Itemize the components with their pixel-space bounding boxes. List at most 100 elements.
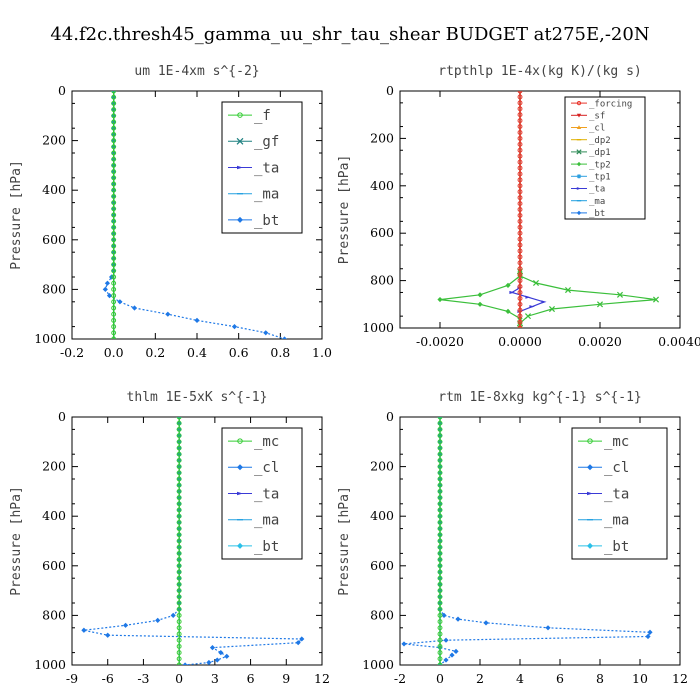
legend-marker — [237, 491, 243, 496]
data-point — [111, 330, 117, 336]
x-tick-label: -9 — [66, 671, 78, 686]
data-point — [176, 464, 182, 470]
y-tick-label: 1000 — [362, 320, 394, 335]
data-point — [517, 207, 523, 212]
data-point — [477, 292, 483, 298]
legend-entry: _ma — [604, 513, 629, 529]
chart-panel-2: rtpthlp 1E-4x(kg K)/(kg s) Pressure [hPa]… — [337, 64, 700, 349]
data-point — [505, 282, 511, 288]
legend-entry: _dp1 — [589, 148, 611, 158]
data-point — [111, 107, 117, 113]
data-point — [437, 606, 443, 612]
series-line — [519, 271, 657, 328]
data-point — [616, 291, 624, 298]
data-point — [224, 653, 230, 659]
data-point — [517, 218, 523, 224]
data-point — [111, 268, 117, 274]
data-point — [483, 620, 489, 626]
data-point — [176, 588, 182, 594]
data-point — [517, 260, 523, 266]
y-axis-label: Pressure [hPa] — [9, 160, 24, 270]
data-point — [517, 266, 523, 272]
legend-entry: _ta — [589, 185, 605, 195]
data-point — [517, 177, 523, 183]
chart-panel-1: um 1E-4xm s^{-2} Pressure [hPa] 0 200 400 600… — [9, 64, 332, 360]
legend-entry: _tp1 — [589, 172, 611, 182]
series-layer — [401, 417, 653, 665]
data-point — [176, 544, 182, 550]
data-point — [176, 643, 182, 649]
x-tick-label: 0.0 — [104, 345, 124, 360]
y-tick-label: 400 — [42, 182, 66, 197]
legend-entry: _gf — [254, 134, 279, 150]
data-point — [517, 278, 523, 284]
data-point — [517, 189, 523, 195]
x-tick-label: -2 — [394, 671, 406, 686]
data-point — [209, 645, 216, 651]
data-point — [111, 169, 117, 175]
data-point — [517, 141, 523, 147]
legend-marker — [576, 100, 582, 106]
data-point — [111, 274, 117, 280]
data-point — [176, 519, 182, 525]
data-point — [525, 295, 531, 299]
data-point — [437, 619, 443, 625]
data-point — [295, 640, 301, 646]
data-point — [437, 501, 443, 507]
x-tick-label: 2 — [476, 671, 484, 686]
data-point — [477, 301, 483, 307]
data-point — [443, 657, 449, 663]
y-axis-label: Pressure [hPa] — [337, 155, 352, 265]
legend-entry: _tp2 — [589, 160, 611, 170]
legend-box — [564, 96, 646, 220]
data-point — [545, 625, 551, 631]
data-point — [516, 324, 524, 328]
data-point — [194, 317, 200, 323]
data-point — [517, 94, 523, 100]
data-point — [517, 319, 523, 325]
data-point — [111, 138, 117, 144]
data-point — [111, 293, 117, 299]
data-point — [176, 557, 182, 563]
data-point — [437, 445, 443, 451]
data-point — [548, 306, 556, 313]
data-point — [111, 280, 117, 286]
data-point — [176, 513, 182, 519]
x-tick-label: 0.0000 — [498, 334, 542, 349]
legend-marker — [237, 464, 243, 471]
data-point — [437, 600, 443, 606]
data-point — [437, 538, 443, 544]
data-point — [517, 195, 523, 201]
y-tick-label: 200 — [42, 459, 66, 474]
data-point — [176, 594, 182, 600]
data-point — [437, 476, 443, 482]
y-tick-label: 400 — [370, 178, 394, 193]
data-point — [437, 557, 443, 563]
data-point — [176, 476, 182, 482]
data-point — [111, 243, 117, 249]
data-point — [176, 538, 182, 544]
data-point — [437, 575, 443, 581]
series-line — [439, 271, 521, 328]
data-point — [111, 305, 117, 311]
data-point — [517, 325, 523, 328]
data-point — [122, 622, 129, 628]
data-point — [453, 648, 459, 654]
data-point — [176, 569, 182, 575]
legend-marker — [237, 438, 243, 444]
y-tick-label: 800 — [42, 607, 66, 622]
x-tick-label: 12 — [314, 671, 330, 686]
data-point — [443, 637, 449, 643]
data-point — [111, 91, 117, 94]
data-point — [564, 287, 572, 294]
data-point — [111, 175, 117, 181]
data-point — [111, 94, 117, 100]
data-point — [437, 457, 443, 463]
data-point — [517, 236, 523, 242]
y-tick-label: 200 — [370, 130, 394, 145]
series-layer — [81, 417, 305, 665]
data-point — [263, 330, 269, 336]
data-point — [529, 305, 535, 309]
legend-entry: _sf — [589, 111, 605, 121]
